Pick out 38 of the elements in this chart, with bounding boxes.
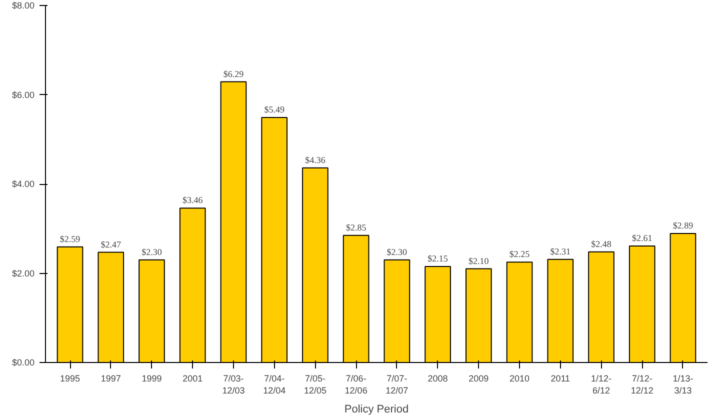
- x-tick-label: 1/13- 3/13: [672, 374, 694, 396]
- y-tick-label: $8.00: [12, 0, 35, 10]
- x-tick-label: 1999: [142, 374, 162, 384]
- x-tick-label: 7/03- 12/03: [222, 374, 245, 396]
- x-tick-label: 7/04- 12/04: [263, 374, 286, 396]
- data-label: $4.36: [305, 154, 326, 165]
- data-label: $2.61: [632, 233, 652, 244]
- data-label: $2.47: [100, 239, 122, 250]
- x-tick-label: 2008: [428, 374, 448, 384]
- x-tick-label: 1/12- 6/12: [590, 374, 612, 396]
- x-tick-label: 7/12- 12/12: [630, 374, 654, 396]
- data-label: $2.15: [428, 254, 448, 264]
- data-label: $2.30: [386, 246, 408, 257]
- y-tick-label: $0.00: [12, 358, 35, 368]
- data-label: $5.49: [264, 104, 285, 115]
- data-label: $2.59: [60, 234, 81, 244]
- x-tick-label: 7/06- 12/06: [344, 374, 368, 396]
- data-label: $2.10: [468, 256, 490, 266]
- y-tick-label: $6.00: [12, 90, 35, 100]
- x-tick-label: 2010: [510, 374, 530, 384]
- data-label: $2.85: [346, 222, 367, 232]
- data-label: $3.46: [182, 195, 204, 206]
- x-tick-label: 7/05- 12/05: [304, 374, 326, 396]
- data-label: $2.25: [509, 249, 530, 260]
- data-label: $6.29: [223, 68, 244, 79]
- x-tick-label: 2009: [468, 374, 489, 384]
- data-label: $2.89: [672, 220, 694, 231]
- x-tick-label: 2011: [550, 374, 570, 384]
- y-tick-label: $2.00: [12, 268, 35, 278]
- x-tick-label: 2001: [182, 374, 203, 384]
- data-label: $2.48: [591, 238, 612, 249]
- x-tick-label: 1995: [60, 374, 80, 384]
- data-label: $2.30: [142, 246, 162, 257]
- x-axis-title: Policy Period: [344, 404, 409, 416]
- y-tick-label: $4.00: [12, 179, 35, 189]
- data-label: $2.31: [550, 246, 571, 256]
- x-tick-label: 7/07- 12/07: [386, 374, 408, 396]
- x-tick-label: 1997: [100, 374, 121, 384]
